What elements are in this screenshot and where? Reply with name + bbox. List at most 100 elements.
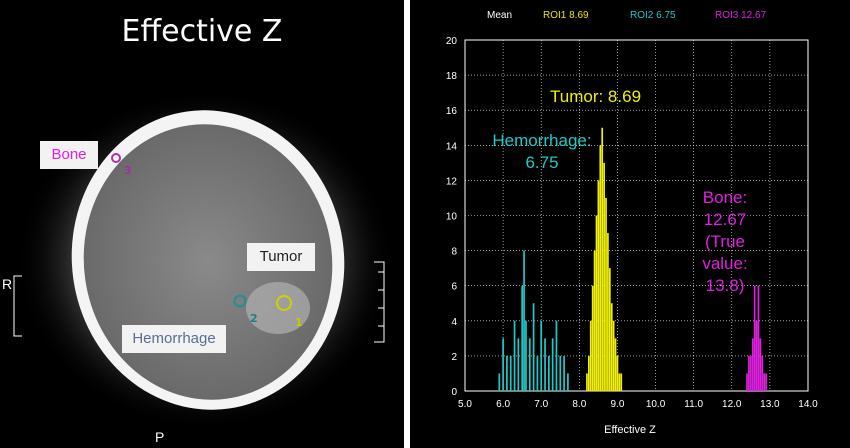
histogram-bar-roi1 <box>605 197 607 391</box>
x-tick-label: 10.0 <box>646 399 666 410</box>
histogram-bar-roi2 <box>506 355 508 391</box>
x-axis-label: Effective Z <box>604 424 656 436</box>
histogram-bar-roi3 <box>757 285 760 391</box>
histogram-bar-roi1 <box>610 303 613 391</box>
roi-3-number: 3 <box>124 164 132 177</box>
histogram-bar-roi2 <box>544 338 546 391</box>
histogram-bar-roi3 <box>759 338 762 391</box>
histogram-bar-roi3 <box>751 338 754 391</box>
legend-roi3: ROI3 12.67 <box>715 10 767 21</box>
histogram-bar-roi2 <box>521 285 524 391</box>
plot-frame <box>464 39 809 392</box>
histogram-bar-roi1 <box>588 355 590 391</box>
x-tick-label: 5.0 <box>458 399 472 410</box>
y-tick-label: 4 <box>451 317 457 328</box>
histogram-bar-roi3 <box>765 373 767 391</box>
histogram-bar-roi1 <box>586 373 588 391</box>
histogram-bar-roi1 <box>612 320 615 391</box>
hemorrhage-label: Hemorrhage <box>122 325 226 353</box>
histogram-bar-roi2 <box>551 338 554 391</box>
histogram-bar-roi2 <box>513 320 516 391</box>
histogram-bar-roi2 <box>517 338 520 391</box>
histogram-bar-roi1 <box>603 162 605 391</box>
histogram-bar-roi1 <box>607 233 609 391</box>
orientation-posterior-marker: P <box>155 429 165 445</box>
histogram-bar-roi2 <box>528 338 531 391</box>
histogram-bar-roi1 <box>599 145 602 391</box>
x-tick-label: 8.0 <box>572 399 586 410</box>
y-tick-label: 14 <box>446 141 458 152</box>
histogram-chart: 5.0 6.0 7.0 8.0 9.0 10.0 11.0 12.0 13.0 14.0 0 2 4 6 8… <box>446 36 818 410</box>
histogram-bar-roi1 <box>616 355 619 391</box>
ruler-marks-right <box>374 261 385 343</box>
bone-annotation-line2: (True value: <box>702 232 748 273</box>
x-tick-label: 11.0 <box>684 399 703 410</box>
y-tick-label: 2 <box>451 352 457 363</box>
histogram-bar-roi2 <box>509 355 512 391</box>
y-tick-label: 10 <box>446 212 458 223</box>
x-tick-label: 14.0 <box>798 399 818 410</box>
page-title: Effective Z <box>121 14 283 49</box>
histogram-bar-roi1 <box>608 268 611 391</box>
histogram-bar-roi1 <box>593 250 596 391</box>
histogram-bar-roi3 <box>753 285 756 391</box>
histogram-bar-roi2 <box>502 338 504 391</box>
histogram-bar-roi2 <box>525 320 527 391</box>
bone-annotation-line1: Bone: 12.67 <box>702 188 748 229</box>
hemorrhage-annotation: Hemorrhage: 6.75 <box>462 130 622 174</box>
x-tick-label: 9.0 <box>610 399 624 410</box>
histogram-bar-roi1 <box>591 285 594 391</box>
histogram-bar-roi2 <box>540 320 543 391</box>
legend-mean-label: Mean <box>487 10 513 21</box>
roi-2-number: 2 <box>250 312 258 325</box>
legend-roi2: ROI2 6.75 <box>630 10 676 21</box>
hemorrhage-annotation-line2: 6.75 <box>525 153 559 172</box>
histogram-bar-roi2 <box>555 320 558 391</box>
histogram-bar-roi2 <box>563 355 565 391</box>
roi-2-marker <box>233 294 247 308</box>
y-tick-label: 20 <box>446 36 458 47</box>
ruler-marks-left <box>13 275 22 337</box>
histogram-bar-roi2 <box>498 373 501 391</box>
histogram-bar-roi1 <box>601 127 604 391</box>
histogram-panel: Mean ROI1 8.69 ROI2 6.75 ROI3 12.67 5.0 6… <box>410 0 850 448</box>
roi-3-marker <box>111 153 121 163</box>
y-tick-label: 18 <box>446 71 458 82</box>
histogram-bar-roi3 <box>763 373 766 391</box>
ct-scan-image <box>13 90 395 430</box>
histogram-bar-roi3 <box>749 355 752 391</box>
x-tick-label: 13.0 <box>760 399 780 410</box>
roi-1-marker <box>276 295 292 311</box>
histogram-bar-roi2 <box>536 355 539 391</box>
bone-annotation: Bone: 12.67 (True value: 13.8) <box>680 187 770 297</box>
orientation-right-marker: R <box>2 276 13 292</box>
legend-roi1: ROI1 8.69 <box>543 10 589 21</box>
ct-image-panel: Effective Z Bone Tumor Hemorrhage 3 2 1 … <box>0 0 404 448</box>
x-tick-label: 7.0 <box>534 399 548 410</box>
x-tick-label: 6.0 <box>496 399 510 410</box>
y-tick-label: 0 <box>451 387 457 398</box>
histogram-bar-roi1 <box>597 180 600 391</box>
roi-1-number: 1 <box>295 316 303 329</box>
histogram-bar-roi2 <box>559 355 562 391</box>
histogram-bar-roi2 <box>547 355 550 391</box>
tumor-label: Tumor <box>247 243 315 271</box>
histogram-bar-roi1 <box>620 373 623 391</box>
histogram-bar-roi1 <box>589 320 592 391</box>
histogram-bar-roi2 <box>523 250 525 391</box>
histogram-bar-roi1 <box>614 338 617 391</box>
histogram-bar-roi1 <box>595 215 598 391</box>
x-tick-label: 12.0 <box>722 399 742 410</box>
bone-annotation-line3: 13.8) <box>705 276 745 295</box>
histogram-bar-roi2 <box>532 303 535 391</box>
tumor-annotation: Tumor: 8.69 <box>550 87 642 106</box>
histogram-bar-roi3 <box>748 355 750 391</box>
bone-label: Bone <box>40 141 98 169</box>
hemorrhage-annotation-line1: Hemorrhage: <box>492 131 592 150</box>
y-tick-label: 16 <box>446 106 458 117</box>
histogram-legend: Mean ROI1 8.69 ROI2 6.75 ROI3 12.67 <box>410 10 850 26</box>
histogram-bar-roi1 <box>618 373 621 391</box>
histogram-bar-roi3 <box>755 320 758 391</box>
y-tick-label: 6 <box>451 282 457 293</box>
y-tick-label: 8 <box>451 247 457 258</box>
